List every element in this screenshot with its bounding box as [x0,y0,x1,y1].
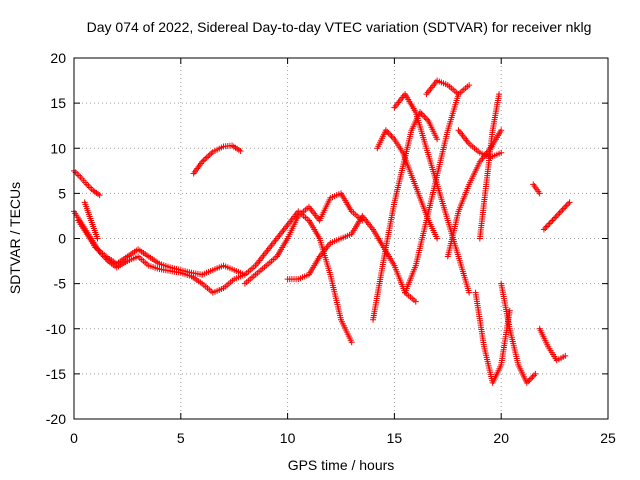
data-point [550,215,557,222]
chart-title: Day 074 of 2022, Sidereal Day-to-day VTE… [87,19,592,35]
data-point [529,373,536,380]
x-tick-label: 5 [177,430,185,446]
data-point [498,127,505,134]
series-arc-a [71,167,103,199]
data-point [496,91,503,98]
data-series [71,77,573,386]
data-point [556,209,563,216]
data-point [412,298,419,305]
x-tick-label: 20 [493,430,509,446]
data-point [552,214,559,221]
series-arc-s [536,325,569,364]
series-arc-c [75,217,206,278]
data-point [419,112,426,119]
data-point [565,200,572,207]
grid [74,58,608,419]
data-point [203,154,210,161]
data-point [348,339,355,346]
data-point [553,212,560,219]
data-point [466,289,473,296]
y-tick-label: 0 [58,231,66,247]
series-arc-o [455,127,505,161]
data-point [466,82,473,89]
data-point [532,370,539,377]
y-tick-label: -5 [54,276,67,292]
data-point [530,372,537,379]
series-arc-k [391,91,473,296]
data-point [385,130,392,137]
series-arc-p [472,289,513,386]
data-point [548,218,555,225]
y-tick-label: 20 [50,50,66,66]
y-tick-label: -15 [46,366,66,382]
data-point [206,151,213,158]
data-point [562,203,569,210]
data-point [422,115,429,122]
data-point [455,91,462,98]
data-point [563,202,570,209]
data-point [421,113,428,120]
y-tick-label: -10 [46,321,66,337]
data-point [202,155,209,162]
data-point [96,192,103,199]
series-arc-d [81,199,101,242]
data-point [559,206,566,213]
data-point [94,235,101,242]
series-arc-m [423,77,462,98]
x-axis-label: GPS time / hours [288,457,395,473]
x-tick-label: 15 [387,430,403,446]
x-tick-label: 10 [280,430,296,446]
data-point [387,131,394,138]
series-arc-e [190,142,244,177]
data-point [237,147,244,154]
series-arc-t [540,199,573,233]
data-point [388,133,395,140]
data-point [562,352,569,359]
series-arc-b [71,208,248,296]
y-tick-label: 10 [50,140,66,156]
y-axis: -20 -15 -10 -5 0 5 10 15 20 [46,50,608,427]
data-point [200,157,207,164]
data-point [558,208,565,215]
series-arc-f [199,208,355,346]
data-point [566,199,573,206]
data-point [546,220,553,227]
x-tick-label: 25 [600,430,616,446]
data-point [526,376,533,383]
x-tick-label: 0 [70,430,78,446]
data-point [205,153,212,160]
data-point [543,223,550,230]
y-tick-label: -20 [46,411,66,427]
data-point [506,307,513,314]
data-point [434,235,441,242]
data-point [545,221,552,228]
data-point [498,149,505,156]
series-arc-r [498,280,539,386]
y-tick-label: 15 [50,95,66,111]
data-point [549,217,556,224]
y-tick-label: 5 [58,185,66,201]
data-point [540,226,547,233]
series-arc-i [370,109,441,323]
data-point [528,375,535,382]
data-point [434,136,441,143]
data-point [389,134,396,141]
data-point [536,190,543,197]
series-arc-q [476,91,503,242]
y-axis-label: SDTVAR / TECUs [7,182,23,294]
series-arc-l [402,82,473,296]
series-arc-h [284,212,419,305]
data-point [555,211,562,218]
data-point [542,224,549,231]
x-axis: 0 5 10 15 20 25 [70,58,616,446]
series-arc-u [530,181,543,197]
data-point [560,205,567,212]
